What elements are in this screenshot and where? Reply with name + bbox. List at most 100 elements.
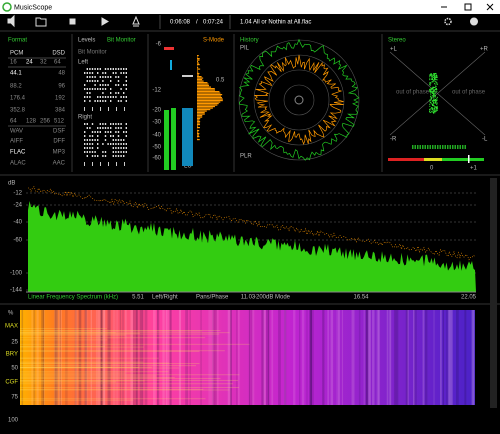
spectrogram-stripe: [447, 310, 451, 405]
spectrum-mode[interactable]: -200dB Mode: [254, 295, 291, 301]
spectrogram-label: 25: [11, 340, 18, 346]
volume-button[interactable]: [7, 14, 15, 28]
bit-dot: [104, 127, 107, 129]
spectrogram-stripe: [119, 310, 122, 405]
format-option: 128: [26, 119, 37, 125]
info-button[interactable]: [470, 17, 478, 26]
history-bottom-label: PLR: [240, 154, 252, 160]
stereo-dot: [431, 107, 433, 109]
bit-dot: [112, 96, 114, 98]
bit-dot: [84, 72, 86, 74]
maximize-button[interactable]: [464, 3, 472, 11]
spectrogram-stripe: [84, 310, 87, 405]
history-center: [294, 95, 304, 105]
spectrum-mode[interactable]: Pans/Phase: [196, 295, 229, 301]
spectrogram-stripe: [31, 310, 34, 405]
stereo-dot: [431, 74, 433, 76]
spectrogram-stripe: [227, 310, 231, 405]
spectrogram-stripe: [33, 310, 36, 405]
spectrogram-stripe: [341, 310, 343, 405]
levels-mode[interactable]: Bit Monitor: [107, 38, 136, 44]
eject-button[interactable]: [132, 15, 140, 27]
stereo-dot: [429, 74, 431, 76]
bit-dot: [120, 143, 122, 145]
stop-button[interactable]: [69, 18, 76, 25]
bit-dot: [91, 123, 94, 125]
stereo-dot: [433, 77, 435, 79]
bit-dot: [89, 68, 91, 70]
correlation-tick: [454, 145, 456, 149]
bit-dot: [86, 76, 88, 78]
bit-dot: [120, 147, 122, 149]
spectrogram-band: [20, 361, 144, 363]
spectrogram-band: [20, 389, 230, 391]
spectrogram-band: [20, 330, 203, 332]
bit-dot: [115, 143, 117, 145]
stereo-dot: [433, 107, 435, 109]
stereo-dot: [431, 91, 433, 93]
right-label: Right: [78, 115, 92, 121]
duration-time: 0:07:24: [203, 20, 224, 26]
stereo-dot: [436, 98, 438, 100]
stereo-dot: [433, 92, 435, 94]
stereo-label: -L: [482, 137, 488, 143]
histogram-bar: [197, 97, 222, 99]
stereo-dot: [433, 73, 435, 75]
meter-scale: -12: [152, 88, 161, 94]
format-option: 176.4: [10, 96, 26, 102]
correlation-tick: [464, 145, 466, 149]
spectrogram-stripe: [102, 310, 106, 405]
bit-dot: [99, 88, 101, 90]
spectrogram-stripe: [358, 310, 361, 405]
spectrogram-stripe: [130, 310, 134, 405]
bit-dot: [84, 100, 86, 102]
spectrogram-band: [20, 333, 220, 335]
spectrum-mode[interactable]: Left/Right: [152, 295, 178, 301]
open-button[interactable]: [35, 17, 47, 27]
bit-dot: [110, 123, 112, 125]
stereo-dot: [436, 105, 438, 107]
x-tick-label: 22.05: [461, 295, 477, 301]
spectrogram-stripe: [74, 310, 78, 405]
bit-dot: [99, 76, 101, 78]
histogram-bar: [197, 85, 210, 87]
stereo-dot: [436, 99, 438, 101]
stereo-dot: [433, 94, 435, 96]
bit-dot: [84, 151, 86, 153]
scrollbar[interactable]: [490, 178, 497, 408]
x-tick-label: 11.03: [241, 295, 256, 301]
bit-dot: [99, 127, 101, 129]
format-option: FLAC: [10, 150, 26, 156]
bit-dot: [91, 80, 94, 82]
stereo-dot: [432, 95, 434, 97]
spectrogram-stripe: [322, 310, 325, 405]
bit-dot: [97, 135, 99, 137]
stereo-dot: [432, 75, 434, 77]
close-button[interactable]: [486, 3, 494, 11]
correlation-tick: [459, 145, 461, 149]
stereo-dot: [434, 89, 436, 91]
bit-dot: [104, 72, 107, 74]
stereo-dot: [430, 88, 432, 90]
bit-tick: [92, 162, 93, 166]
settings-button[interactable]: [444, 17, 452, 26]
bit-dot: [97, 155, 99, 157]
spectrogram-stripe: [455, 310, 459, 405]
stereo-dot: [431, 108, 433, 110]
play-button[interactable]: [101, 17, 109, 26]
spectrogram-stripe: [60, 310, 62, 405]
bit-dot: [94, 88, 96, 90]
spectrogram-stripe: [41, 310, 44, 405]
bit-dot: [125, 80, 127, 82]
bit-dot: [91, 155, 94, 157]
stereo-axes: [389, 51, 486, 136]
bit-dot: [99, 96, 101, 98]
bit-tick: [116, 107, 117, 111]
spectrogram-band: [20, 337, 206, 339]
spectrogram-stripe: [214, 310, 217, 405]
stereo-dot: [433, 89, 435, 91]
meter-mode[interactable]: S-Mode: [203, 38, 225, 44]
stereo-dot: [436, 79, 438, 81]
bit-dot: [97, 80, 99, 82]
